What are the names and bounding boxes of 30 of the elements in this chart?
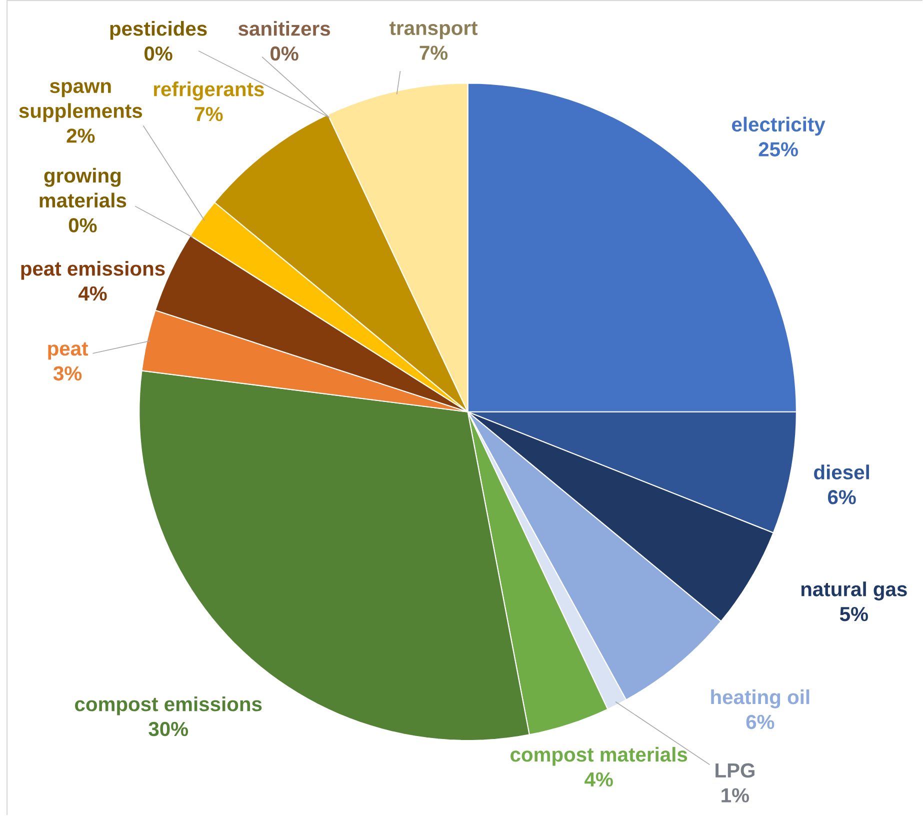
data-label: 4% bbox=[584, 772, 613, 787]
data-label: 7% bbox=[420, 46, 448, 60]
text: 0% bbox=[270, 46, 298, 61]
slice-label: spawn supplements bbox=[19, 82, 142, 122]
data-label: 3% bbox=[53, 366, 82, 381]
data-label: 30% bbox=[148, 722, 188, 736]
category-label: pesticides bbox=[110, 21, 207, 40]
slice-label: peat emissions bbox=[21, 261, 165, 280]
data-label: 5% bbox=[840, 607, 868, 622]
slice-label: compost materials bbox=[510, 747, 688, 766]
slice-label: LPG bbox=[716, 763, 754, 778]
data-label: 6% bbox=[746, 714, 774, 730]
text: 0% bbox=[68, 218, 97, 233]
slice-label: electricity bbox=[732, 116, 826, 136]
slice-label: compost emissions bbox=[75, 696, 262, 716]
slice-label: refrigerants bbox=[154, 82, 264, 101]
slice-label: peat bbox=[48, 342, 88, 360]
data-label: 6% bbox=[828, 490, 856, 504]
data-label: 4% bbox=[78, 286, 107, 301]
text: 0% bbox=[144, 46, 172, 61]
category-label: sanitizers bbox=[238, 21, 330, 36]
data-label: 7% bbox=[194, 107, 223, 122]
data-label: 25% bbox=[758, 142, 798, 157]
slice-label: natural gas bbox=[801, 582, 907, 601]
data-label: 1% bbox=[722, 788, 749, 803]
slice-label: diesel bbox=[814, 464, 869, 480]
slice-label: heating oil bbox=[711, 690, 810, 708]
data-label: 2% bbox=[66, 128, 95, 143]
slice-label: transport bbox=[390, 22, 478, 40]
category-label: growing materials bbox=[40, 168, 126, 208]
